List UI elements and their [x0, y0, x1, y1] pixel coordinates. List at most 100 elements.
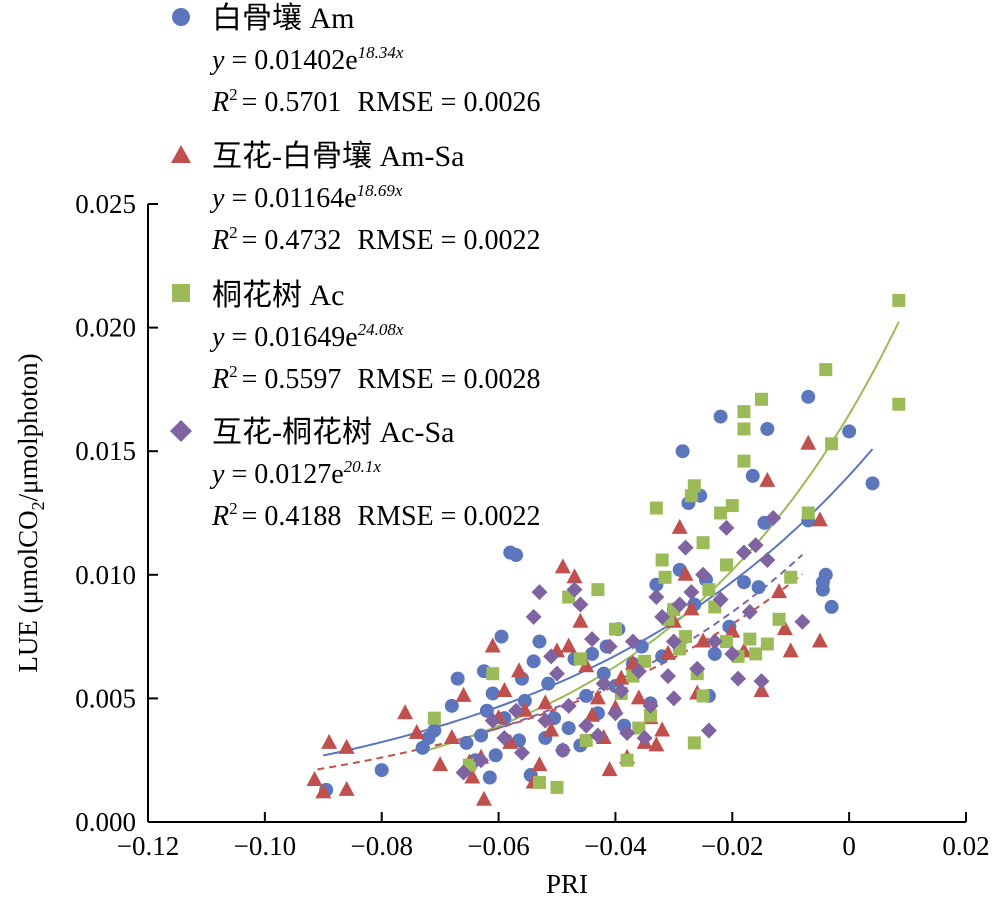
data-point-square [687, 736, 701, 750]
data-point-triangle [811, 632, 828, 648]
data-point-triangle [630, 689, 647, 705]
data-point-diamond [595, 675, 612, 692]
data-point-triangle [654, 721, 671, 737]
y-tick-label: 0.000 [75, 807, 136, 837]
data-point-square [550, 780, 564, 794]
data-point-square [687, 479, 701, 493]
y-axis-title: LUE (μmolCO2/μmolphoton) [13, 353, 48, 672]
data-point-diamond [753, 673, 770, 690]
data-point-diamond [665, 690, 682, 707]
data-point-square [573, 652, 587, 666]
data-point-diamond [537, 712, 554, 729]
data-point-diamond [589, 727, 606, 744]
data-point-triangle [537, 694, 554, 710]
data-point-diamond [624, 633, 641, 650]
legend-entry-ac: 桐花树 Ac y = 0.01649e24.08x R2 = 0.5597 RMSE… [172, 279, 540, 395]
data-point-diamond [613, 682, 630, 699]
legend-equation: y = 0.01402e18.34x [209, 43, 404, 76]
x-tick-label: −0.06 [467, 831, 529, 861]
data-point-triangle [759, 471, 776, 487]
data-point-square [579, 733, 593, 747]
data-point-circle [815, 575, 830, 590]
data-point-circle [482, 770, 497, 785]
y-ticks: 0.000 0.005 0.010 0.015 0.020 0.025 [75, 189, 158, 837]
data-point-triangle [484, 637, 501, 653]
data-point-triangle [502, 733, 519, 749]
data-point-diamond [578, 717, 595, 734]
data-point-diamond [513, 744, 530, 761]
data-point-diamond [654, 608, 671, 625]
y-tick-label: 0.015 [75, 436, 136, 466]
legend-equation: y = 0.0127e20.1x [209, 457, 381, 490]
data-point-square [719, 558, 733, 572]
data-point-diamond [724, 645, 741, 662]
data-point-circle [488, 748, 503, 763]
data-point-circle [596, 666, 611, 681]
data-point-square [608, 622, 622, 636]
data-point-diamond [689, 660, 706, 677]
data-point-square [696, 536, 710, 550]
legend-stats: R2 = 0.4188 RMSE = 0.0022 [211, 499, 540, 532]
data-point-square [696, 689, 710, 703]
data-point-square [649, 501, 663, 515]
data-point-diamond [455, 764, 472, 781]
data-point-triangle [554, 558, 571, 574]
data-point-square [737, 422, 751, 436]
fit-curve [451, 553, 804, 743]
legend-label: 桐花树 Ac [212, 279, 344, 312]
data-point-square [749, 647, 763, 661]
data-point-circle [444, 698, 459, 713]
data-point-triangle [613, 669, 630, 685]
data-point-square [819, 363, 833, 377]
data-point-triangle [464, 768, 481, 784]
data-point-triangle [811, 511, 828, 527]
data-point-diamond [584, 631, 601, 648]
x-ticks: −0.12 −0.10 −0.08 −0.06 −0.04 −0.02 0 0.02 [117, 812, 990, 861]
data-point-circle [736, 575, 751, 590]
data-point-square [719, 635, 733, 649]
legend-entry-ac-sa: 互花-桐花树 Ac-Sa y = 0.0127e20.1x R2 = 0.4188… [170, 416, 540, 532]
data-point-diamond [572, 596, 589, 613]
data-point-triangle [776, 620, 793, 636]
x-tick-label: −0.12 [117, 831, 179, 861]
legend-marker-diamond [170, 420, 192, 442]
data-point-circle [561, 721, 576, 736]
data-point-circle [532, 634, 547, 649]
data-point-triangle [660, 644, 677, 660]
data-point-square [825, 437, 839, 451]
legend-stats: R2 = 0.4732 RMSE = 0.0022 [211, 223, 540, 256]
data-point-diamond [747, 537, 764, 554]
x-tick-label: 0 [842, 831, 856, 861]
data-point-triangle [683, 600, 700, 616]
data-point-circle [585, 646, 600, 661]
data-point-square [760, 637, 774, 651]
data-point-diamond [660, 668, 677, 685]
data-point-diamond [560, 697, 577, 714]
data-point-triangle [338, 780, 355, 796]
legend-entry-am: 白骨壤 Am y = 0.01402e18.34x R2 = 0.5701 RMSE… [172, 2, 540, 118]
data-point-triangle [432, 756, 449, 772]
data-point-triangle [443, 728, 460, 744]
data-points [306, 293, 906, 806]
data-point-triangle [589, 689, 606, 705]
data-point-square [743, 632, 757, 646]
x-tick-label: −0.08 [350, 831, 412, 861]
legend-label: 互花-白骨壤 Am-Sa [212, 140, 464, 173]
data-point-triangle [800, 434, 817, 450]
data-point-diamond [718, 519, 735, 536]
data-point-diamond [648, 589, 665, 606]
data-point-circle [842, 424, 857, 439]
legend-marker-square [172, 284, 190, 302]
data-point-diamond [630, 663, 647, 680]
data-point-square [714, 506, 728, 520]
data-point-diamond [730, 670, 747, 687]
data-point-diamond [759, 551, 776, 568]
data-point-triangle [572, 612, 589, 628]
data-point-square [679, 630, 693, 644]
data-point-diamond [677, 539, 694, 556]
data-point-circle [745, 468, 760, 483]
legend-entry-am-sa: 互花-白骨壤 Am-Sa y = 0.01164e18.69x R2 = 0.47… [171, 140, 540, 256]
data-point-triangle [560, 637, 577, 653]
x-tick-label: −0.10 [234, 831, 296, 861]
